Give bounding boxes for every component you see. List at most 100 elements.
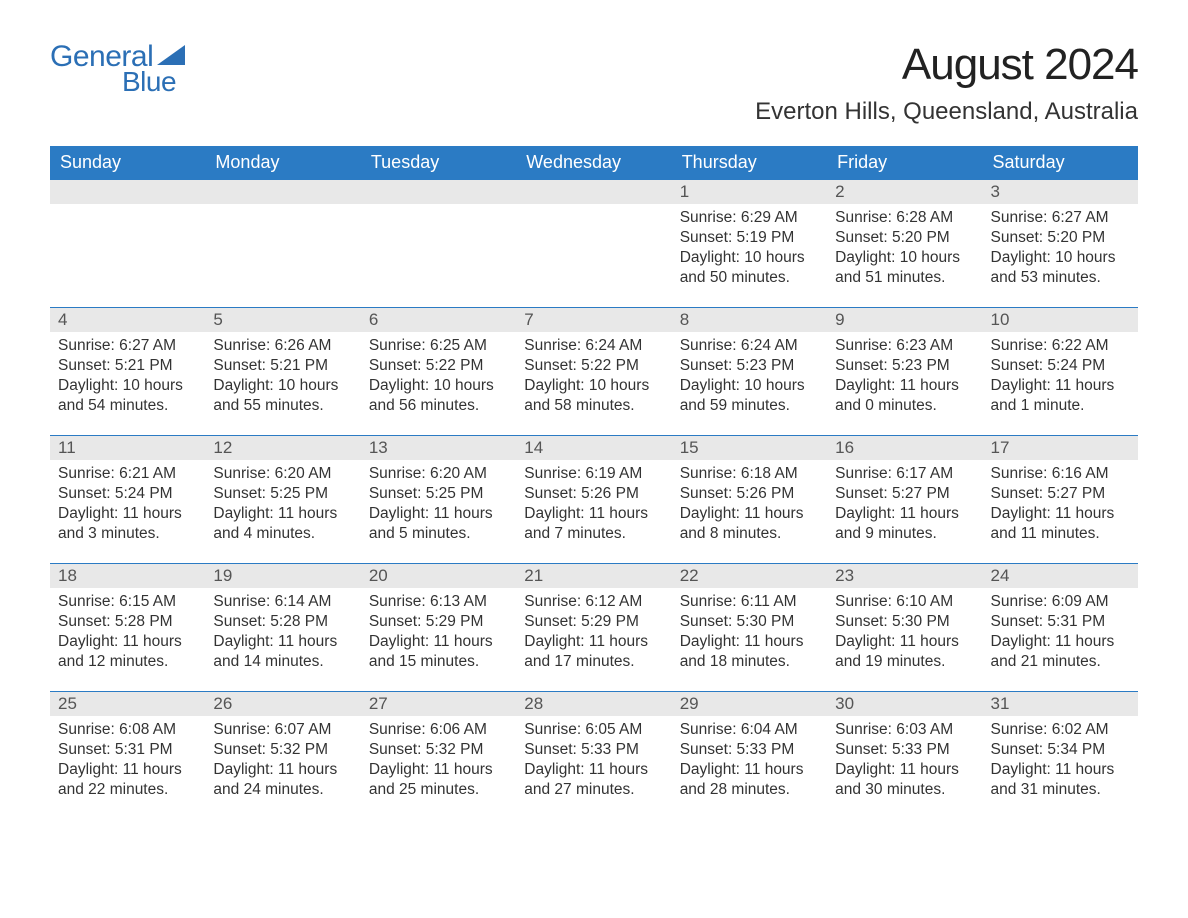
calendar-cell: 16Sunrise: 6:17 AMSunset: 5:27 PMDayligh…: [827, 436, 982, 564]
sunset-text: Sunset: 5:24 PM: [58, 484, 197, 504]
day-data: [205, 204, 360, 212]
sunrise-text: Sunrise: 6:10 AM: [835, 592, 974, 612]
calendar-cell: 22Sunrise: 6:11 AMSunset: 5:30 PMDayligh…: [672, 564, 827, 692]
day-number: 22: [672, 564, 827, 588]
daylight-text: Daylight: 11 hours and 0 minutes.: [835, 376, 974, 416]
day-number: 6: [361, 308, 516, 332]
calendar-header-row: SundayMondayTuesdayWednesdayThursdayFrid…: [50, 146, 1138, 180]
daylight-text: Daylight: 11 hours and 5 minutes.: [369, 504, 508, 544]
weekday-header: Tuesday: [361, 146, 516, 180]
location-subtitle: Everton Hills, Queensland, Australia: [755, 98, 1138, 126]
day-data: Sunrise: 6:05 AMSunset: 5:33 PMDaylight:…: [516, 716, 671, 805]
calendar-table: SundayMondayTuesdayWednesdayThursdayFrid…: [50, 146, 1138, 820]
sunrise-text: Sunrise: 6:20 AM: [213, 464, 352, 484]
calendar-cell: [205, 180, 360, 308]
day-data: Sunrise: 6:23 AMSunset: 5:23 PMDaylight:…: [827, 332, 982, 421]
daylight-text: Daylight: 11 hours and 28 minutes.: [680, 760, 819, 800]
sunrise-text: Sunrise: 6:24 AM: [680, 336, 819, 356]
day-data: [361, 204, 516, 212]
day-data: [50, 204, 205, 212]
sunset-text: Sunset: 5:30 PM: [835, 612, 974, 632]
day-number: 1: [672, 180, 827, 204]
sunrise-text: Sunrise: 6:11 AM: [680, 592, 819, 612]
day-number: [50, 180, 205, 204]
sunrise-text: Sunrise: 6:13 AM: [369, 592, 508, 612]
calendar-cell: [50, 180, 205, 308]
day-data: Sunrise: 6:16 AMSunset: 5:27 PMDaylight:…: [983, 460, 1138, 549]
sunset-text: Sunset: 5:27 PM: [835, 484, 974, 504]
calendar-row: 18Sunrise: 6:15 AMSunset: 5:28 PMDayligh…: [50, 564, 1138, 692]
weekday-header: Saturday: [983, 146, 1138, 180]
calendar-cell: 18Sunrise: 6:15 AMSunset: 5:28 PMDayligh…: [50, 564, 205, 692]
day-number: 8: [672, 308, 827, 332]
weekday-header: Thursday: [672, 146, 827, 180]
sunrise-text: Sunrise: 6:24 AM: [524, 336, 663, 356]
sunrise-text: Sunrise: 6:29 AM: [680, 208, 819, 228]
sunset-text: Sunset: 5:27 PM: [991, 484, 1130, 504]
sunset-text: Sunset: 5:33 PM: [835, 740, 974, 760]
day-number: 30: [827, 692, 982, 716]
day-data: Sunrise: 6:14 AMSunset: 5:28 PMDaylight:…: [205, 588, 360, 677]
sunset-text: Sunset: 5:31 PM: [991, 612, 1130, 632]
calendar-cell: 23Sunrise: 6:10 AMSunset: 5:30 PMDayligh…: [827, 564, 982, 692]
day-data: Sunrise: 6:25 AMSunset: 5:22 PMDaylight:…: [361, 332, 516, 421]
day-data: Sunrise: 6:13 AMSunset: 5:29 PMDaylight:…: [361, 588, 516, 677]
day-number: 25: [50, 692, 205, 716]
weekday-header: Monday: [205, 146, 360, 180]
day-number: 16: [827, 436, 982, 460]
sunrise-text: Sunrise: 6:02 AM: [991, 720, 1130, 740]
day-data: Sunrise: 6:24 AMSunset: 5:22 PMDaylight:…: [516, 332, 671, 421]
calendar-cell: 19Sunrise: 6:14 AMSunset: 5:28 PMDayligh…: [205, 564, 360, 692]
calendar-cell: 26Sunrise: 6:07 AMSunset: 5:32 PMDayligh…: [205, 692, 360, 820]
calendar-cell: 25Sunrise: 6:08 AMSunset: 5:31 PMDayligh…: [50, 692, 205, 820]
sunrise-text: Sunrise: 6:14 AM: [213, 592, 352, 612]
day-data: Sunrise: 6:19 AMSunset: 5:26 PMDaylight:…: [516, 460, 671, 549]
sunset-text: Sunset: 5:25 PM: [213, 484, 352, 504]
calendar-cell: 14Sunrise: 6:19 AMSunset: 5:26 PMDayligh…: [516, 436, 671, 564]
brand-word-blue: Blue: [122, 66, 176, 98]
weekday-header: Sunday: [50, 146, 205, 180]
sunrise-text: Sunrise: 6:03 AM: [835, 720, 974, 740]
day-data: Sunrise: 6:28 AMSunset: 5:20 PMDaylight:…: [827, 204, 982, 293]
sunrise-text: Sunrise: 6:27 AM: [58, 336, 197, 356]
sunrise-text: Sunrise: 6:26 AM: [213, 336, 352, 356]
sunrise-text: Sunrise: 6:17 AM: [835, 464, 974, 484]
daylight-text: Daylight: 11 hours and 3 minutes.: [58, 504, 197, 544]
calendar-row: 11Sunrise: 6:21 AMSunset: 5:24 PMDayligh…: [50, 436, 1138, 564]
sunset-text: Sunset: 5:23 PM: [835, 356, 974, 376]
weekday-header: Wednesday: [516, 146, 671, 180]
calendar-cell: 4Sunrise: 6:27 AMSunset: 5:21 PMDaylight…: [50, 308, 205, 436]
sunset-text: Sunset: 5:34 PM: [991, 740, 1130, 760]
daylight-text: Daylight: 10 hours and 53 minutes.: [991, 248, 1130, 288]
sunset-text: Sunset: 5:20 PM: [991, 228, 1130, 248]
calendar-cell: 10Sunrise: 6:22 AMSunset: 5:24 PMDayligh…: [983, 308, 1138, 436]
sunset-text: Sunset: 5:25 PM: [369, 484, 508, 504]
daylight-text: Daylight: 10 hours and 59 minutes.: [680, 376, 819, 416]
calendar-cell: 13Sunrise: 6:20 AMSunset: 5:25 PMDayligh…: [361, 436, 516, 564]
daylight-text: Daylight: 10 hours and 55 minutes.: [213, 376, 352, 416]
day-number: 2: [827, 180, 982, 204]
day-number: 28: [516, 692, 671, 716]
day-number: 20: [361, 564, 516, 588]
day-data: Sunrise: 6:26 AMSunset: 5:21 PMDaylight:…: [205, 332, 360, 421]
daylight-text: Daylight: 11 hours and 7 minutes.: [524, 504, 663, 544]
sunset-text: Sunset: 5:28 PM: [213, 612, 352, 632]
sunrise-text: Sunrise: 6:20 AM: [369, 464, 508, 484]
calendar-cell: [516, 180, 671, 308]
day-data: Sunrise: 6:27 AMSunset: 5:21 PMDaylight:…: [50, 332, 205, 421]
day-number: 15: [672, 436, 827, 460]
sunrise-text: Sunrise: 6:06 AM: [369, 720, 508, 740]
day-data: Sunrise: 6:20 AMSunset: 5:25 PMDaylight:…: [361, 460, 516, 549]
day-data: Sunrise: 6:11 AMSunset: 5:30 PMDaylight:…: [672, 588, 827, 677]
calendar-cell: 7Sunrise: 6:24 AMSunset: 5:22 PMDaylight…: [516, 308, 671, 436]
day-number: 21: [516, 564, 671, 588]
day-data: Sunrise: 6:06 AMSunset: 5:32 PMDaylight:…: [361, 716, 516, 805]
sunrise-text: Sunrise: 6:27 AM: [991, 208, 1130, 228]
day-number: [516, 180, 671, 204]
sunset-text: Sunset: 5:26 PM: [524, 484, 663, 504]
day-number: 4: [50, 308, 205, 332]
sunrise-text: Sunrise: 6:15 AM: [58, 592, 197, 612]
calendar-cell: 1Sunrise: 6:29 AMSunset: 5:19 PMDaylight…: [672, 180, 827, 308]
daylight-text: Daylight: 11 hours and 24 minutes.: [213, 760, 352, 800]
sunset-text: Sunset: 5:20 PM: [835, 228, 974, 248]
